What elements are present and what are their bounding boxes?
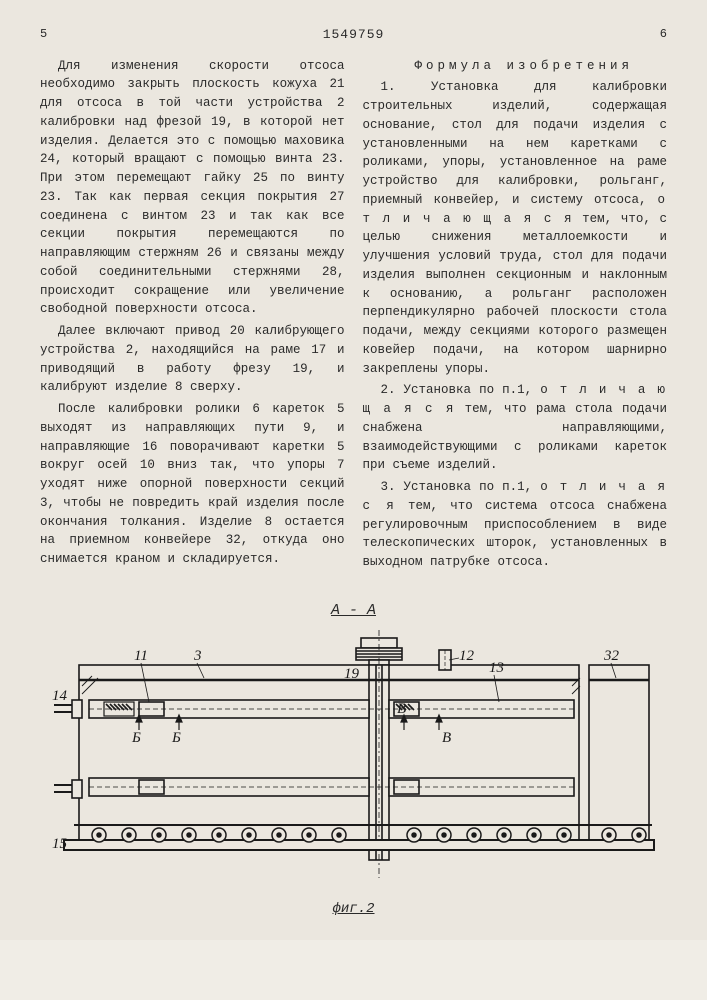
fig-label-b1: Б: [131, 730, 141, 746]
claim-3-post: тем, что система отсоса снабжена регулир…: [363, 499, 668, 569]
fig-label-15: 15: [52, 836, 68, 852]
fig-label-32: 32: [603, 648, 620, 664]
figure-container: А - А: [40, 600, 667, 920]
claim-1: 1. Установка для калибровки строительных…: [363, 78, 668, 378]
fig-label-12: 12: [459, 648, 475, 664]
left-p1: Для изменения скорости отсоса необходимо…: [40, 57, 345, 320]
claim-2: 2. Установка по п.1, о т л и ч а ю щ а я…: [363, 381, 668, 475]
fig-label-3: 3: [193, 648, 202, 664]
fig-label-14: 14: [52, 688, 68, 704]
left-column: Для изменения скорости отсоса необходимо…: [40, 57, 345, 575]
patent-number: 1549759: [323, 25, 385, 45]
left-p3: После калибровки ролики 6 кареток 5 выхо…: [40, 400, 345, 569]
patent-page: 5 1549759 6 Для изменения скорости отсос…: [0, 0, 707, 940]
fig-label-11: 11: [134, 648, 148, 664]
header-row: 5 1549759 6: [40, 25, 667, 45]
figure-caption: фиг.2: [40, 899, 667, 920]
section-label: А - А: [40, 600, 667, 623]
fig-label-b2: Б: [171, 730, 181, 746]
fig-label-19: 19: [344, 666, 360, 682]
figure-drawing: 11 3 19 12 13 32 14 15 Б Б В В: [44, 630, 664, 890]
fig-label-v2: В: [442, 730, 451, 746]
fig-label-13: 13: [489, 660, 504, 676]
left-col-number: 5: [40, 25, 47, 45]
claim-2-pre: 2. Установка по п.1,: [381, 383, 541, 397]
claim-1-post: тем, что, с целью снижения металлоемкост…: [363, 212, 668, 376]
fig-label-v1: В: [397, 701, 406, 717]
claim-1-pre: 1. Установка для калибровки строительных…: [363, 80, 668, 207]
text-columns: Для изменения скорости отсоса необходимо…: [40, 57, 667, 575]
claim-3-pre: 3. Установка по п.1,: [381, 480, 541, 494]
right-col-number: 6: [660, 25, 667, 45]
left-p2: Далее включают привод 20 калибрующего ус…: [40, 322, 345, 397]
formula-title: Формула изобретения: [363, 57, 668, 76]
claim-3: 3. Установка по п.1, о т л и ч а я с я т…: [363, 478, 668, 572]
text-columns-wrap: Для изменения скорости отсоса необходимо…: [40, 57, 667, 575]
right-column: Формула изобретения 1. Установка для кал…: [363, 57, 668, 575]
